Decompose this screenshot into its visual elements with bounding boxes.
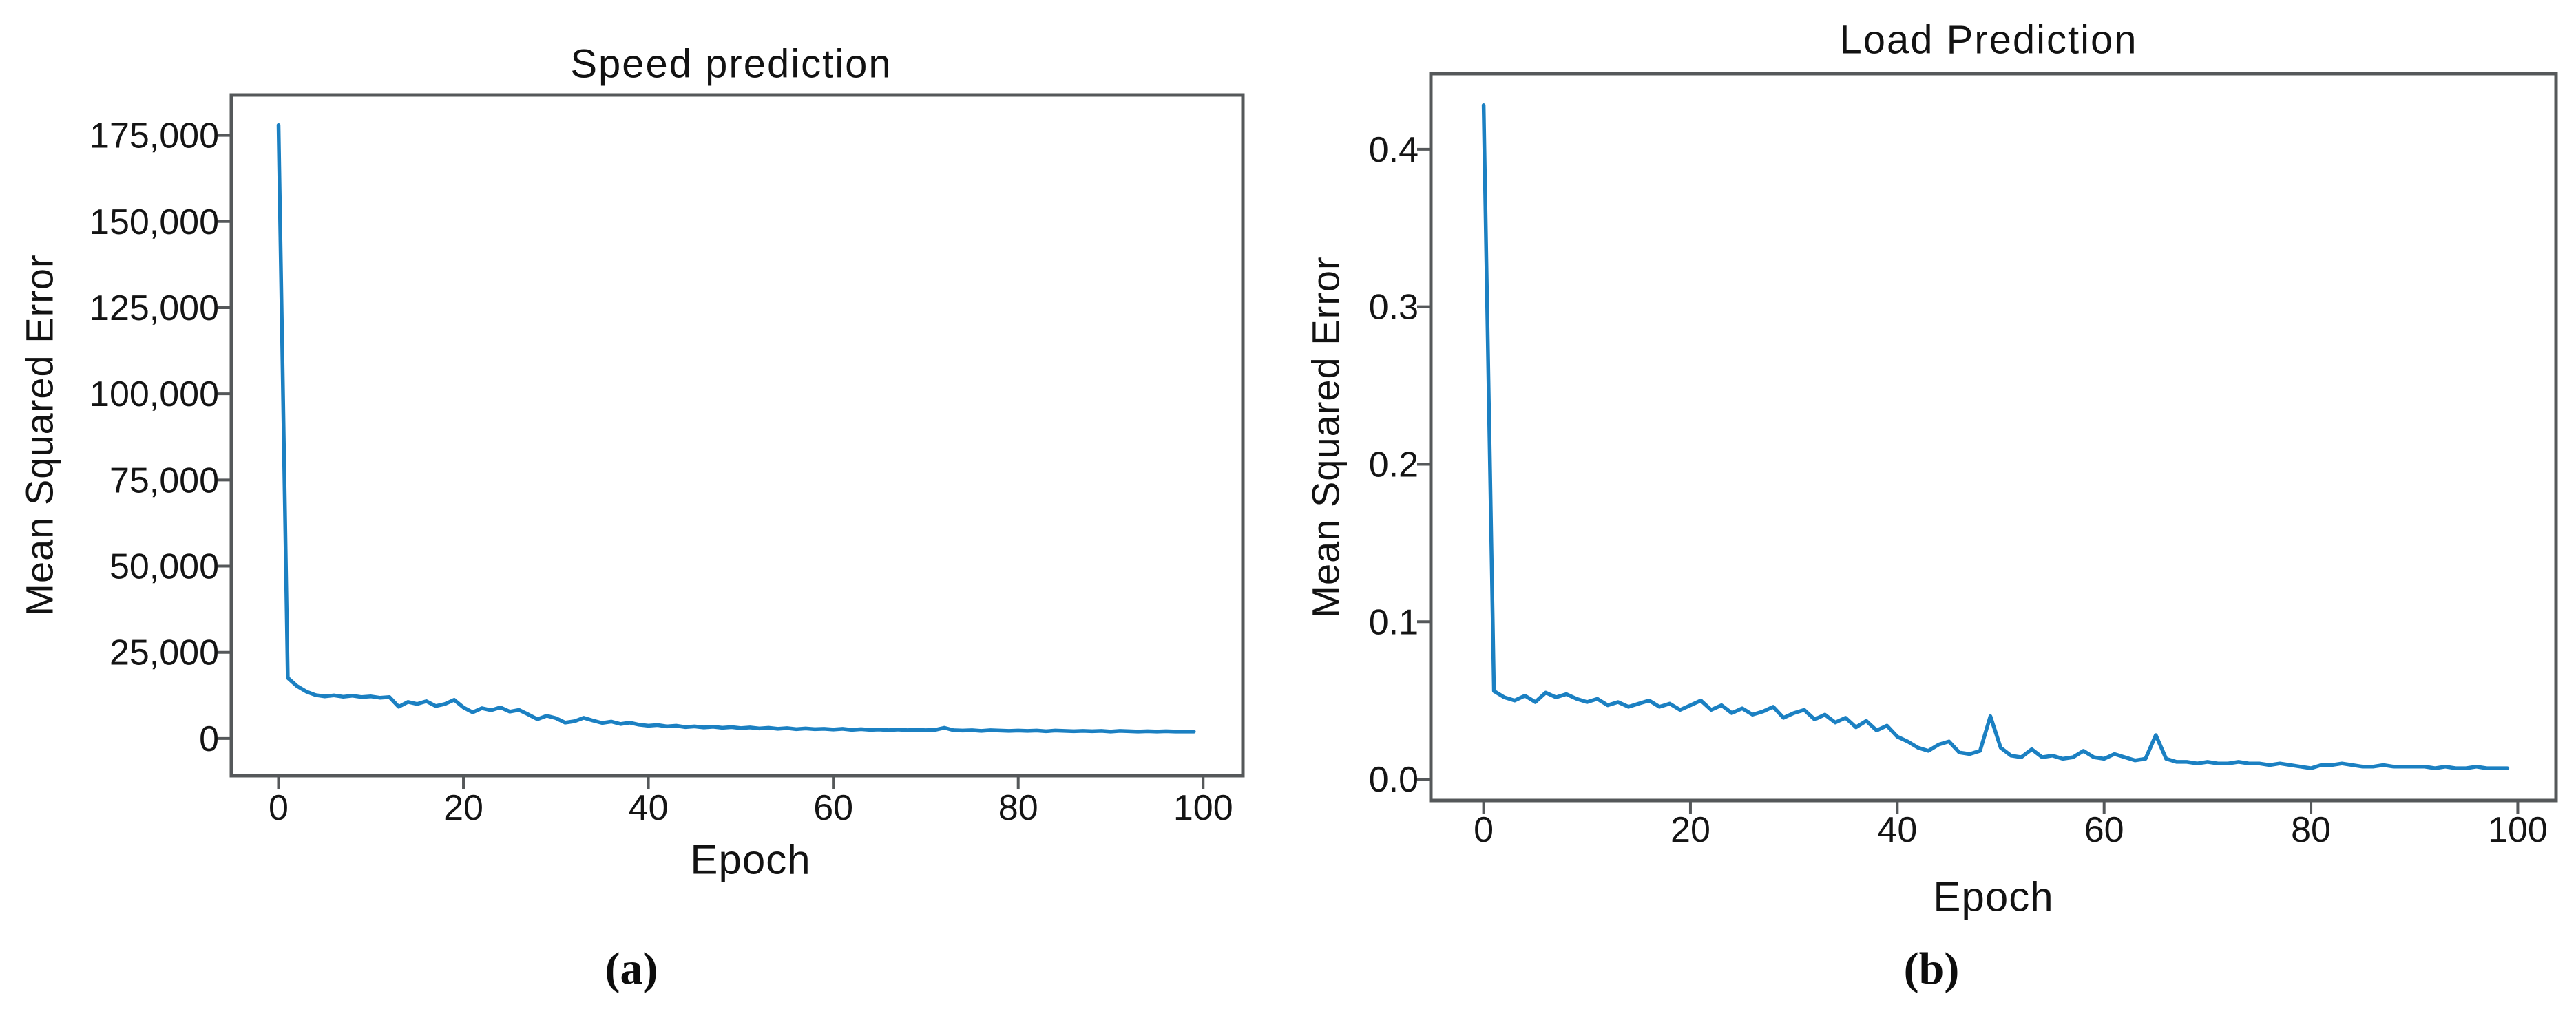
y-tick-label: 175,000 [90, 116, 219, 156]
x-tick-label: 20 [443, 788, 483, 828]
y-tick-label: 125,000 [90, 288, 219, 328]
mse-series-line [276, 123, 1196, 734]
y-tick-label: 0.3 [1369, 288, 1418, 328]
x-tick-label: 40 [1877, 810, 1917, 850]
x-tick-label: 80 [2291, 810, 2331, 850]
y-tick-label: 0.2 [1369, 445, 1418, 485]
y-tick-label: 0.4 [1369, 130, 1418, 170]
y-tick-label: 75,000 [109, 460, 219, 500]
y-tick-label: 50,000 [109, 547, 219, 587]
plot-border [229, 93, 1245, 778]
caption-b: (b) [1903, 944, 1960, 994]
x-tick-label: 100 [1173, 788, 1233, 828]
x-tick-label: 0 [269, 788, 289, 828]
y-tick-label: 100,000 [90, 374, 219, 414]
x-tick-label: 20 [1671, 810, 1710, 850]
chart-a-x-axis-label: Epoch [690, 836, 811, 883]
x-tick-label: 100 [2488, 810, 2548, 850]
x-tick-label: 40 [629, 788, 669, 828]
chart-a-y-axis-label: Mean Squared Error [17, 254, 61, 616]
y-tick-label: 0 [199, 719, 219, 759]
x-tick-label: 80 [998, 788, 1038, 828]
y-tick-label: 0.0 [1369, 760, 1418, 800]
y-tick-label: 25,000 [109, 633, 219, 673]
x-tick-label: 60 [2084, 810, 2124, 850]
y-tick-label: 0.1 [1369, 602, 1418, 642]
x-tick-label: 60 [813, 788, 853, 828]
plot-border [1429, 72, 2558, 803]
chart-b-title: Load Prediction [1839, 17, 2138, 63]
chart-b-y-axis-label: Mean Squared Error [1303, 256, 1348, 618]
chart-b-x-axis-label: Epoch [1933, 873, 2054, 920]
x-tick-label: 0 [1474, 810, 1494, 850]
y-tick-label: 150,000 [90, 202, 219, 242]
caption-a: (a) [605, 944, 658, 994]
chart-a-title: Speed prediction [570, 41, 892, 87]
mse-series-line [1481, 103, 2510, 770]
